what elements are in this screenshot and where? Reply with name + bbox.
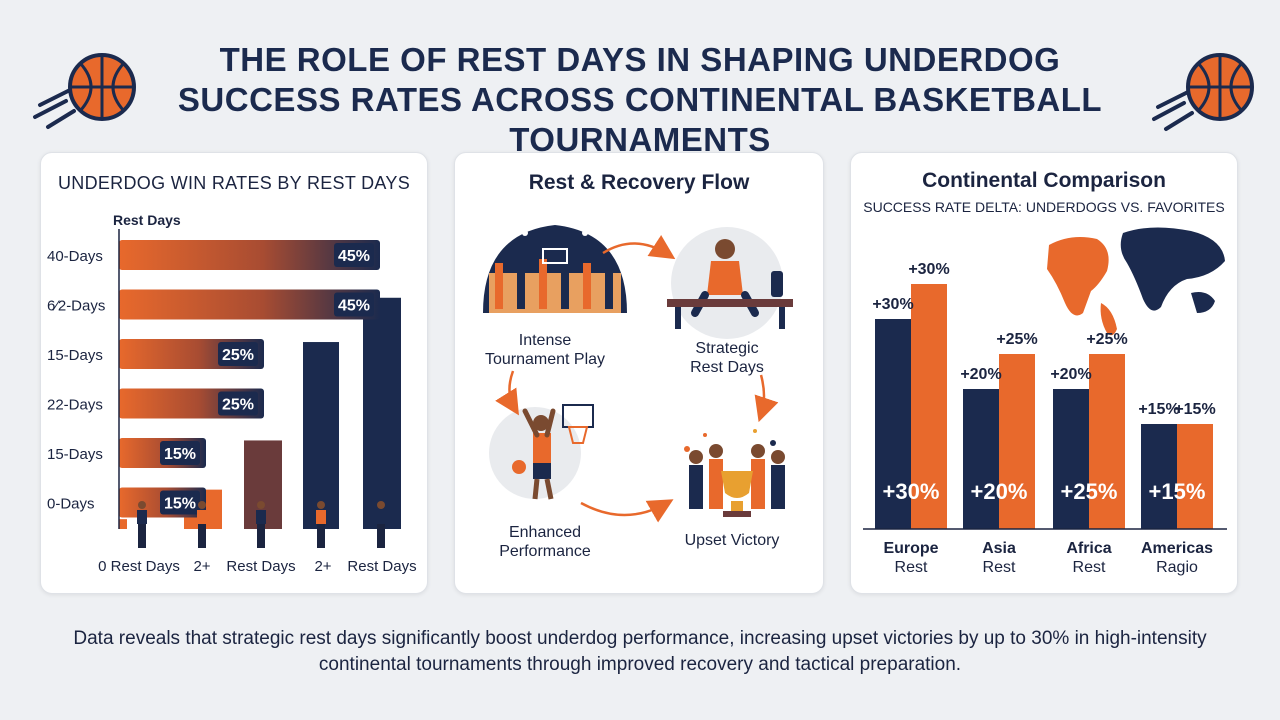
value-label: 45% [338, 298, 370, 315]
bar-favorite [911, 284, 947, 529]
bar-underdog [1141, 424, 1177, 529]
bar-underdog [1053, 389, 1089, 529]
category-label: 6⁄2-Days [47, 298, 105, 315]
basketball-icon [33, 53, 136, 129]
value-label: 15% [164, 446, 196, 463]
player-icon [377, 524, 385, 548]
category-label: 15-Days [47, 347, 103, 364]
flow-diagram [483, 225, 793, 523]
bar-label: +25% [1086, 331, 1127, 348]
x-tick-label: 2+ [314, 558, 331, 575]
player-shooting-icon [489, 404, 594, 500]
player-icon [198, 501, 206, 509]
continental-comparison-card: Continental Comparison SUCCESS RATE DELT… [850, 152, 1238, 594]
flow-step-1-label: Intense Tournament Play [484, 332, 606, 368]
player-icon [138, 524, 146, 548]
player-icon [257, 501, 265, 509]
value-label: 25% [222, 347, 254, 364]
category-label: Asia [982, 540, 1016, 557]
bar-underdog [875, 319, 911, 529]
chart-title: Continental Comparison [922, 169, 1166, 192]
column-bar [119, 519, 127, 529]
category-sublabel: Ragio [1156, 559, 1198, 576]
category-label: Africa [1066, 540, 1111, 557]
player-icon [137, 510, 147, 524]
column-bar [303, 342, 339, 529]
continental-bar-chart: +30% +30% +30% Europe Rest +20% +25% +20% Asia Re… [863, 227, 1227, 576]
flow-title: Rest & Recovery Flow [528, 171, 750, 194]
overlay-label: +25% [1061, 479, 1118, 504]
bar-label: +20% [1050, 366, 1091, 383]
rest-bench-icon [667, 227, 793, 339]
value-label: 25% [222, 397, 254, 414]
value-label-bg [160, 490, 200, 515]
y-axis-label: Rest Days [113, 212, 181, 228]
rest-days-chart-card: UNDERDOG WIN RATES BY REST DAYS Rest Day… [40, 152, 428, 594]
player-icon [377, 501, 385, 509]
bar-underdog [963, 389, 999, 529]
bar-label: +15% [1138, 401, 1179, 418]
value-label: 15% [164, 496, 196, 513]
value-label-bg [218, 342, 258, 366]
summary-text: Data reveals that strategic rest days si… [73, 628, 1207, 675]
value-label: 45% [338, 248, 370, 265]
player-icon [316, 510, 326, 524]
x-tick-label: 2+ [193, 558, 210, 575]
column-bar [363, 297, 401, 529]
chart-title: UNDERDOG WIN RATES BY REST DAYS [57, 173, 411, 193]
category-label: 22-Days [47, 397, 103, 414]
x-tick-label: Rest Days [226, 558, 295, 575]
player-icon [138, 501, 146, 509]
bar-label: +30% [872, 296, 913, 313]
value-label-bg [334, 292, 374, 317]
x-tick-label: 0 Rest Days [98, 558, 180, 575]
flow-step-2-label: Strategic Rest Days [690, 340, 764, 376]
bar [119, 289, 380, 320]
bar-favorite [1177, 424, 1213, 529]
page-title: THE ROLE OF REST DAYS IN SHAPING UNDERDO… [177, 41, 1103, 158]
player-icon [317, 501, 325, 509]
player-icon [197, 510, 207, 524]
player-icon [198, 524, 206, 548]
chart-subtitle: SUCCESS RATE DELTA: UNDERDOGS VS. FAVORI… [863, 199, 1225, 215]
bar-favorite [1089, 354, 1125, 529]
player-icon [257, 524, 265, 548]
recovery-flow-card: Rest & Recovery Flow [454, 152, 824, 594]
overlay-label: +20% [971, 479, 1028, 504]
flow-step-4-label: Upset Victory [684, 532, 780, 549]
category-label: 40-Days [47, 248, 103, 265]
category-label: 0-Days [47, 496, 95, 513]
world-map-icon [1047, 227, 1225, 336]
bar-label: +20% [960, 366, 1001, 383]
bar-label: +25% [996, 331, 1037, 348]
rest-days-bar-chart: Rest Days 45% 40-Days 45% 6⁄2-Days 25% 15-Days… [47, 212, 417, 575]
flow-step-3-label: Enhanced Performance [499, 524, 591, 560]
player-icon [256, 510, 266, 524]
bar [119, 240, 380, 270]
arena-icon [483, 225, 627, 313]
player-icon [376, 510, 386, 524]
bar-label: +15% [1174, 401, 1215, 418]
overlay-label: +30% [883, 479, 940, 504]
trophy-celebration-icon [684, 429, 785, 517]
player-icon [317, 524, 325, 548]
category-sublabel: Rest [895, 559, 928, 576]
overlay-label: +15% [1149, 479, 1206, 504]
category-label: 15-Days [47, 446, 103, 463]
bar-label: +30% [908, 261, 949, 278]
x-tick-label: Rest Days [347, 558, 416, 575]
value-label-bg [160, 441, 200, 465]
basketball-icon [1152, 53, 1254, 131]
category-sublabel: Rest [1073, 559, 1106, 576]
category-label: Europe [883, 540, 938, 557]
value-label-bg [218, 391, 258, 416]
value-label-bg [334, 243, 374, 267]
category-sublabel: Rest [983, 559, 1016, 576]
bar-favorite [999, 354, 1035, 529]
category-label: Americas [1141, 540, 1213, 557]
